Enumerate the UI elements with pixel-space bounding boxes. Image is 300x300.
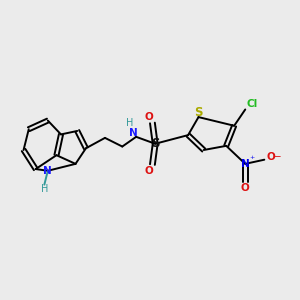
Text: S: S xyxy=(194,106,203,119)
Text: H: H xyxy=(41,184,48,194)
Text: O: O xyxy=(145,112,153,122)
Text: H: H xyxy=(125,118,133,128)
Text: S: S xyxy=(151,137,159,150)
Text: O: O xyxy=(241,183,250,193)
Text: O: O xyxy=(145,166,153,176)
Text: N: N xyxy=(129,128,138,138)
Text: −: − xyxy=(272,152,281,162)
Text: N: N xyxy=(241,159,250,169)
Text: N: N xyxy=(44,166,52,176)
Text: Cl: Cl xyxy=(247,99,258,109)
Text: +: + xyxy=(249,155,255,160)
Text: O: O xyxy=(266,152,275,162)
